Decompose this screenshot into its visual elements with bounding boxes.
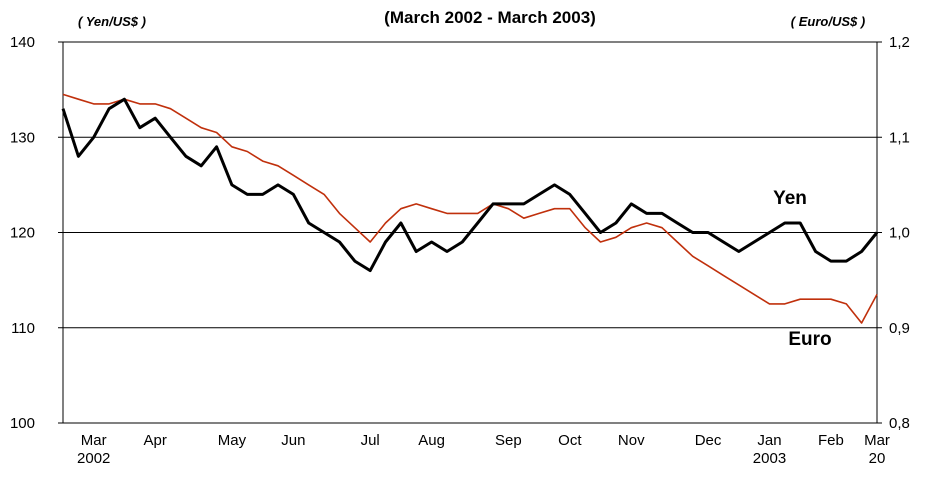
y-tick-label: 120: [10, 225, 35, 242]
x-tick-label: Nov: [618, 432, 645, 449]
y-tick-label: 110: [11, 320, 35, 337]
x-tick-label-line: May: [218, 432, 247, 449]
y-tick-label: 130: [10, 129, 35, 146]
y2-tick-label: 1,2: [889, 34, 910, 51]
x-tick-label: May: [218, 432, 247, 449]
x-tick-label: Feb: [818, 432, 844, 449]
series-annotation: Yen: [773, 188, 807, 209]
x-tick-label-line: Dec: [695, 432, 722, 449]
x-tick-label-line: Apr: [143, 432, 166, 449]
x-tick-label: Aug: [418, 432, 445, 449]
y2-tick-label: 1,1: [889, 129, 910, 146]
x-tick-label-line: Aug: [418, 432, 445, 449]
x-tick-label-line: 20: [869, 450, 886, 467]
x-tick-label: Jan 2003: [753, 432, 786, 467]
line-series: [61, 97, 879, 273]
x-tick-label-line: Jun: [281, 432, 305, 449]
x-tick-label-line: 2002: [77, 450, 110, 467]
y2-tick-label: 0,8: [889, 415, 910, 432]
x-tick-label: Apr: [143, 432, 166, 449]
line-series: [62, 93, 878, 324]
x-tick-label-line: Jan: [757, 432, 781, 449]
y2-axis-label: ( Euro/US$ ): [791, 14, 865, 29]
x-tick-label-line: 2003: [753, 450, 786, 467]
x-tick-label: Sep: [495, 432, 522, 449]
y-tick-label: 100: [10, 415, 35, 432]
x-tick-label-line: Jul: [361, 432, 380, 449]
x-tick-label-line: Oct: [558, 432, 582, 449]
y2-tick-label: 0,9: [889, 320, 910, 337]
chart-title: (March 2002 - March 2003): [384, 8, 596, 27]
x-tick-label-line: Nov: [618, 432, 645, 449]
x-tick-label-line: Sep: [495, 432, 522, 449]
y-tick-label: 140: [10, 34, 35, 51]
x-tick-label: Mar 2002: [77, 432, 110, 467]
x-tick-label: Oct: [558, 432, 582, 449]
y2-tick-label: 1,0: [889, 225, 910, 242]
x-tick-label: Jun: [281, 432, 305, 449]
series-annotation: Euro: [788, 329, 831, 350]
x-tick-label: Mar 20: [864, 432, 890, 467]
x-tick-label: Dec: [695, 432, 722, 449]
x-tick-label: Jul: [361, 432, 380, 449]
y-axis-label: ( Yen/US$ ): [78, 14, 146, 29]
x-tick-label-line: Mar: [864, 432, 890, 449]
x-tick-label-line: Feb: [818, 432, 844, 449]
x-tick-label-line: Mar: [81, 432, 107, 449]
